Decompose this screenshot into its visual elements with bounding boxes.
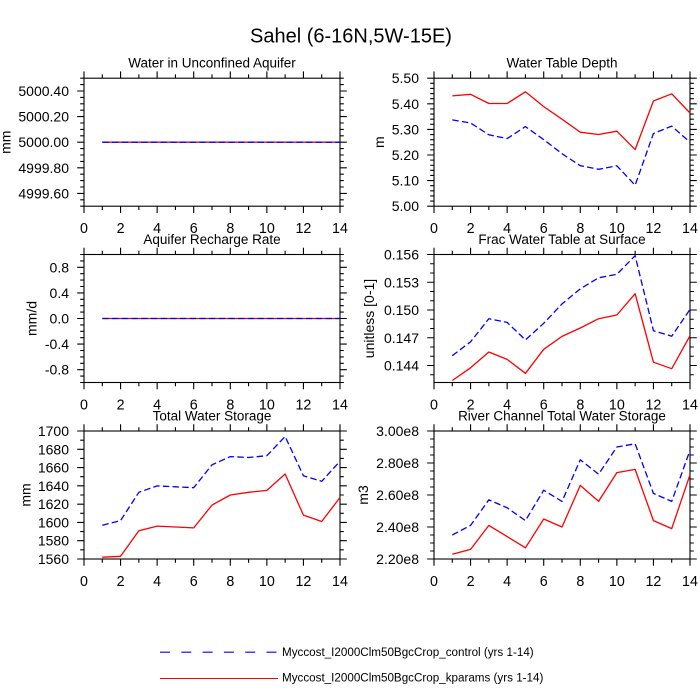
svg-text:mm: mm xyxy=(17,483,33,506)
svg-text:8: 8 xyxy=(576,398,584,414)
svg-text:mm/d: mm/d xyxy=(24,301,40,336)
svg-text:12: 12 xyxy=(645,574,661,590)
svg-text:4: 4 xyxy=(503,221,511,237)
svg-text:5000.20: 5000.20 xyxy=(18,109,69,125)
svg-text:14: 14 xyxy=(682,221,698,237)
svg-text:10: 10 xyxy=(259,398,275,414)
svg-text:2: 2 xyxy=(117,574,125,590)
svg-text:4: 4 xyxy=(153,398,161,414)
svg-text:Myccost_I2000Clm50BgcCrop_kpar: Myccost_I2000Clm50BgcCrop_kparams (yrs 1… xyxy=(282,672,543,685)
svg-text:8: 8 xyxy=(226,574,234,590)
svg-text:8: 8 xyxy=(576,574,584,590)
svg-text:0.8: 0.8 xyxy=(50,259,70,275)
svg-text:2: 2 xyxy=(467,574,475,590)
svg-text:1700: 1700 xyxy=(38,423,69,439)
svg-text:6: 6 xyxy=(190,574,198,590)
svg-text:unitless [0-1]: unitless [0-1] xyxy=(361,279,377,358)
svg-text:14: 14 xyxy=(682,398,698,414)
svg-text:0.0: 0.0 xyxy=(50,311,70,327)
svg-text:Aquifer Recharge Rate: Aquifer Recharge Rate xyxy=(143,232,280,247)
svg-text:0.147: 0.147 xyxy=(384,330,419,346)
svg-text:0: 0 xyxy=(430,574,438,590)
svg-text:1600: 1600 xyxy=(38,514,69,530)
svg-text:Frac Water Table at Surface: Frac Water Table at Surface xyxy=(478,232,645,247)
svg-text:0.4: 0.4 xyxy=(50,285,70,301)
svg-text:Total Water Storage: Total Water Storage xyxy=(153,409,272,424)
svg-text:6: 6 xyxy=(540,574,548,590)
svg-text:5.40: 5.40 xyxy=(392,96,419,112)
svg-text:0: 0 xyxy=(430,221,438,237)
svg-text:8: 8 xyxy=(226,398,234,414)
svg-text:2.20e8: 2.20e8 xyxy=(376,551,419,567)
svg-text:12: 12 xyxy=(645,398,661,414)
svg-text:10: 10 xyxy=(609,221,625,237)
svg-text:12: 12 xyxy=(295,398,311,414)
svg-text:10: 10 xyxy=(259,574,275,590)
svg-text:10: 10 xyxy=(609,398,625,414)
svg-text:4999.80: 4999.80 xyxy=(18,160,69,176)
svg-text:0.153: 0.153 xyxy=(384,274,419,290)
svg-text:14: 14 xyxy=(682,574,698,590)
svg-text:2.60e8: 2.60e8 xyxy=(376,487,419,503)
svg-text:8: 8 xyxy=(576,221,584,237)
svg-text:2: 2 xyxy=(117,398,125,414)
svg-text:2: 2 xyxy=(467,398,475,414)
svg-text:14: 14 xyxy=(332,398,348,414)
svg-text:River Channel Total Water Stor: River Channel Total Water Storage xyxy=(458,409,666,424)
svg-text:5.10: 5.10 xyxy=(392,173,419,189)
svg-text:5000.40: 5000.40 xyxy=(18,83,69,99)
svg-text:0.144: 0.144 xyxy=(384,358,419,374)
svg-text:2.80e8: 2.80e8 xyxy=(376,455,419,471)
svg-text:1640: 1640 xyxy=(38,478,69,494)
svg-text:-0.4: -0.4 xyxy=(45,336,69,352)
svg-text:6: 6 xyxy=(190,221,198,237)
svg-text:Water in Unconfined Aquifer: Water in Unconfined Aquifer xyxy=(128,56,296,71)
svg-text:0: 0 xyxy=(80,398,88,414)
svg-text:4: 4 xyxy=(153,221,161,237)
svg-text:5.00: 5.00 xyxy=(392,198,419,214)
svg-text:12: 12 xyxy=(645,221,661,237)
svg-text:10: 10 xyxy=(609,574,625,590)
svg-text:14: 14 xyxy=(332,574,348,590)
svg-text:0: 0 xyxy=(430,398,438,414)
svg-text:Water Table Depth: Water Table Depth xyxy=(506,56,617,71)
svg-text:12: 12 xyxy=(295,221,311,237)
svg-text:mm: mm xyxy=(0,131,14,154)
svg-text:10: 10 xyxy=(259,221,275,237)
svg-text:4: 4 xyxy=(503,398,511,414)
svg-text:3.00e8: 3.00e8 xyxy=(376,423,419,439)
svg-text:1660: 1660 xyxy=(38,460,69,476)
svg-text:m: m xyxy=(371,136,387,148)
svg-text:1580: 1580 xyxy=(38,533,69,549)
svg-text:1620: 1620 xyxy=(38,496,69,512)
svg-text:5.50: 5.50 xyxy=(392,70,419,86)
svg-text:Myccost_I2000Clm50BgcCrop_cont: Myccost_I2000Clm50BgcCrop_control (yrs 1… xyxy=(282,646,534,659)
svg-text:0: 0 xyxy=(80,574,88,590)
svg-text:m3: m3 xyxy=(355,485,371,505)
svg-text:8: 8 xyxy=(226,221,234,237)
svg-text:12: 12 xyxy=(295,574,311,590)
svg-text:2: 2 xyxy=(467,221,475,237)
svg-text:1560: 1560 xyxy=(38,551,69,567)
svg-text:5.30: 5.30 xyxy=(392,121,419,137)
svg-text:0.150: 0.150 xyxy=(384,302,419,318)
svg-text:-0.8: -0.8 xyxy=(45,362,69,378)
svg-text:2: 2 xyxy=(117,221,125,237)
svg-text:0.156: 0.156 xyxy=(384,247,419,263)
svg-text:6: 6 xyxy=(540,221,548,237)
svg-text:0: 0 xyxy=(80,221,88,237)
svg-text:4: 4 xyxy=(503,574,511,590)
svg-text:Sahel (6-16N,5W-15E): Sahel (6-16N,5W-15E) xyxy=(250,26,452,48)
svg-text:5000.00: 5000.00 xyxy=(18,134,69,150)
svg-text:4999.60: 4999.60 xyxy=(18,185,69,201)
svg-text:14: 14 xyxy=(332,221,348,237)
svg-text:2.40e8: 2.40e8 xyxy=(376,519,419,535)
svg-text:6: 6 xyxy=(540,398,548,414)
svg-text:5.20: 5.20 xyxy=(392,147,419,163)
svg-text:1680: 1680 xyxy=(38,441,69,457)
svg-text:6: 6 xyxy=(190,398,198,414)
svg-text:4: 4 xyxy=(153,574,161,590)
